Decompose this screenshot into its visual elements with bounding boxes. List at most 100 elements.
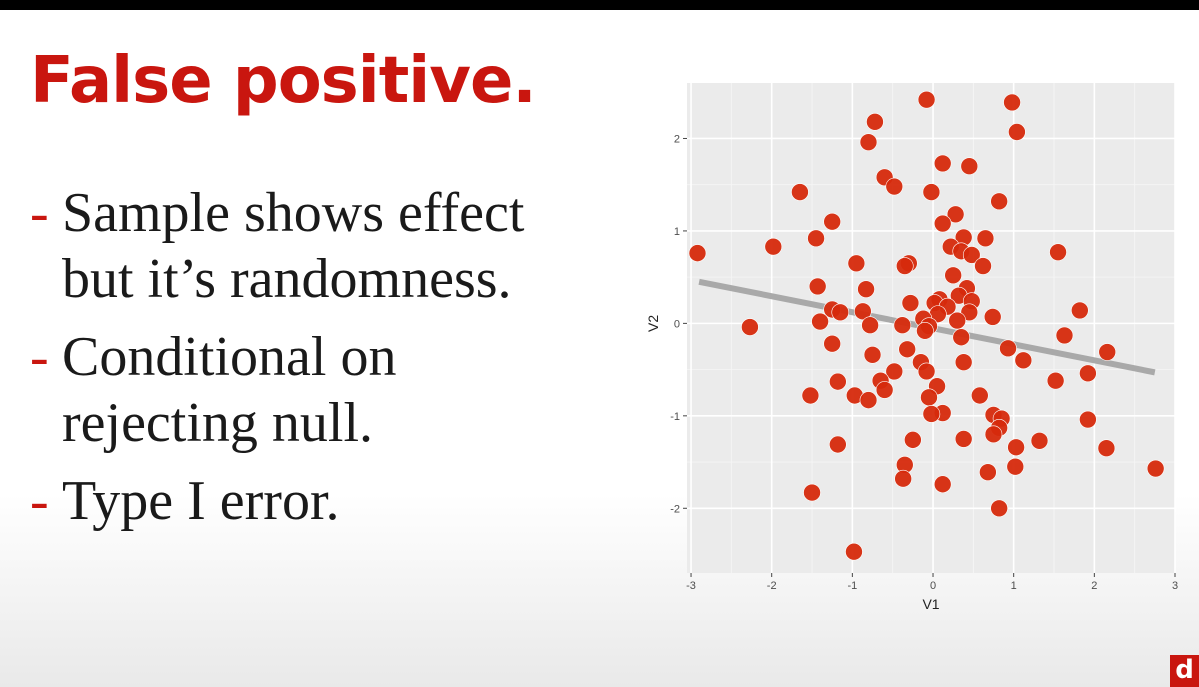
data-point [999,339,1017,358]
data-point [803,483,821,502]
top-bar [0,0,1199,10]
data-point [885,362,904,381]
y-tick-label: 0 [674,318,680,330]
data-point [920,388,938,407]
data-point [898,340,917,359]
data-point [1046,371,1065,390]
data-point [983,308,1002,326]
data-point [990,192,1008,211]
scatter-plot: -3 -2 -1 0 1 2 3 -2 -1 0 1 2 V1 V2 [645,83,1178,612]
data-point [990,499,1008,518]
data-point [801,386,820,405]
data-point [901,294,920,312]
data-point [933,154,952,173]
x-tick-label: 2 [1091,580,1097,592]
data-point [960,303,979,322]
brand-logo: d [1170,655,1199,687]
data-point [1014,351,1033,370]
data-point [845,542,863,561]
data-point [831,303,850,322]
data-point [917,90,936,109]
bullet-dash: - [30,470,49,532]
data-point [979,463,997,482]
data-point [885,177,904,196]
data-point [741,318,759,336]
data-point [808,277,827,296]
data-point [916,321,934,340]
data-point [811,312,829,331]
data-point [976,229,995,248]
data-point [948,311,967,330]
data-point [895,257,914,275]
data-point [847,254,866,273]
data-point [829,372,847,391]
data-point [863,346,882,364]
data-point [1097,439,1116,457]
data-point [1146,459,1165,478]
y-tick-label: 2 [674,133,680,145]
data-point [854,302,872,321]
data-point [970,386,989,405]
data-point [1079,364,1097,383]
data-point [954,353,973,372]
data-point [1007,438,1025,457]
x-tick-label: -1 [847,580,857,592]
data-point [946,205,965,224]
data-point [859,133,878,151]
data-point [893,316,912,335]
x-axis-label: V1 [922,596,939,612]
bullet-item: - Conditional on rejecting null. [30,324,640,456]
data-point [944,266,962,285]
bullet-item: - Sample shows effect but it’s randomnes… [30,180,640,312]
data-point [917,362,936,381]
y-axis-label: V2 [645,315,661,332]
data-point [1006,457,1025,476]
x-tick-label: 0 [930,580,936,592]
x-tick-label: 1 [1011,580,1017,592]
data-point [866,113,884,131]
bullet-dash: - [30,326,49,388]
data-point [764,237,783,256]
data-point [922,405,941,423]
data-point [952,328,971,347]
data-point [857,280,875,298]
data-point [859,391,878,409]
bullet-dash: - [30,182,49,244]
data-point [1055,326,1074,345]
bullet-item: - Type I error. [30,468,640,534]
bullet-text: Sample shows effect but it’s randomness. [62,182,525,310]
data-point [829,435,847,454]
data-point [823,334,841,353]
data-point [1030,431,1049,450]
data-point [962,246,981,264]
data-point [1098,343,1117,361]
x-tick-label: -3 [686,580,696,592]
x-tick-label: -2 [767,580,777,592]
data-point [688,244,707,262]
x-tick-label: 3 [1172,580,1178,592]
data-point [791,183,809,201]
data-point [960,157,979,176]
data-point [1003,93,1021,112]
y-tick-label: 1 [674,226,680,238]
data-point [922,183,941,201]
data-point [1049,243,1067,261]
bullet-text: Type I error. [62,470,340,532]
data-point [933,475,952,494]
data-point [861,316,879,335]
data-point [1071,301,1089,320]
data-point [823,212,841,231]
slide-title: False positive. [30,44,537,118]
data-point [894,469,912,488]
data-point [933,214,952,233]
bullet-text: Conditional on rejecting null. [62,326,397,454]
data-point [984,425,1003,444]
data-point [875,381,894,399]
data-point [807,229,825,248]
data-point [974,257,992,275]
bullet-list: - Sample shows effect but it’s randomnes… [30,180,640,546]
data-point [954,430,973,448]
data-point [904,431,922,449]
y-tick-label: -1 [670,411,680,423]
data-point [1079,410,1097,429]
